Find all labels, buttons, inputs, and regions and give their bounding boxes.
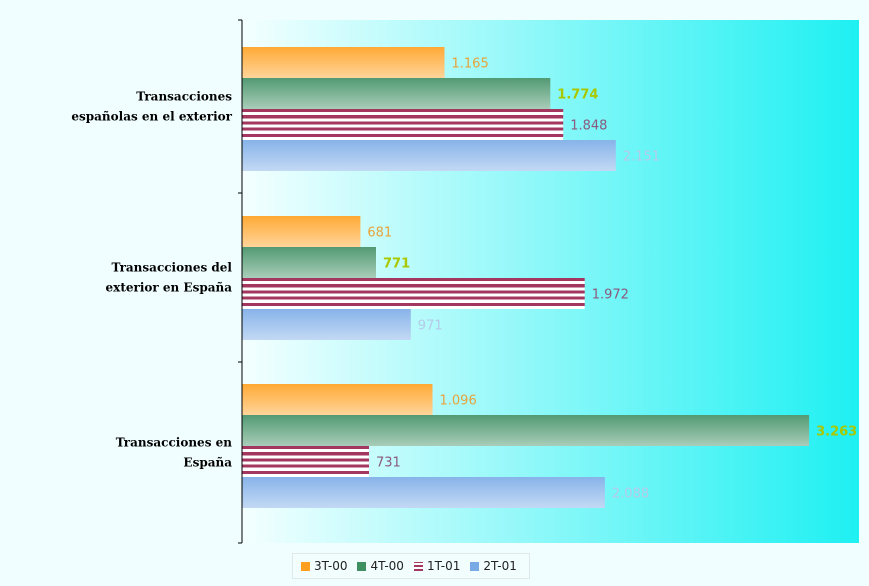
category-label: Transacciones del exterior en España <box>106 261 233 295</box>
legend-item: 1T-01 <box>413 559 461 573</box>
data-label: 771 <box>383 257 410 272</box>
bar <box>242 47 445 78</box>
data-label: 2.151 <box>623 150 660 165</box>
legend-label: 2T-01 <box>483 559 517 573</box>
bar <box>242 384 433 415</box>
bar <box>242 477 605 508</box>
bar <box>242 109 564 140</box>
data-label: 1.165 <box>452 57 489 72</box>
data-label: 731 <box>376 456 401 471</box>
bar <box>242 247 376 278</box>
legend-item: 2T-01 <box>470 559 517 573</box>
legend-swatch-3t00 <box>301 561 310 571</box>
legend-label: 1T-01 <box>426 559 461 573</box>
data-label: 971 <box>418 319 443 334</box>
bar <box>242 140 616 171</box>
legend: 3T-00 4T-00 1T-01 2T-01 <box>292 553 530 579</box>
data-label: 681 <box>367 226 392 241</box>
legend-swatch-1t01 <box>413 561 423 571</box>
data-label: 2.088 <box>612 487 649 502</box>
chart-marks: 1.165 1.774 1.848 2.151 681 771 1.972 971 1.096 3… <box>242 47 857 508</box>
bar <box>242 278 585 309</box>
bar <box>242 415 810 446</box>
data-label: 1.774 <box>557 88 598 103</box>
bar <box>242 446 369 477</box>
legend-label: 3T-00 <box>314 559 348 573</box>
bar <box>242 309 411 340</box>
data-label: 3.263 <box>816 425 857 440</box>
category-label: Transacciones en España <box>116 436 233 470</box>
bar <box>242 216 361 247</box>
data-label: 1.972 <box>592 288 629 303</box>
data-label: 1.848 <box>570 119 607 134</box>
bar <box>242 78 551 109</box>
legend-item: 3T-00 <box>301 559 347 573</box>
legend-swatch-4t00 <box>357 561 367 571</box>
legend-item: 4T-00 <box>357 559 404 573</box>
legend-label: 4T-00 <box>370 559 404 573</box>
legend-swatch-2t01 <box>470 561 480 571</box>
category-axis: Transacciones españolas en el exterior Tra… <box>71 19 243 544</box>
data-label: 1.096 <box>440 394 477 409</box>
category-label: Transacciones españolas en el exterior <box>71 90 232 124</box>
